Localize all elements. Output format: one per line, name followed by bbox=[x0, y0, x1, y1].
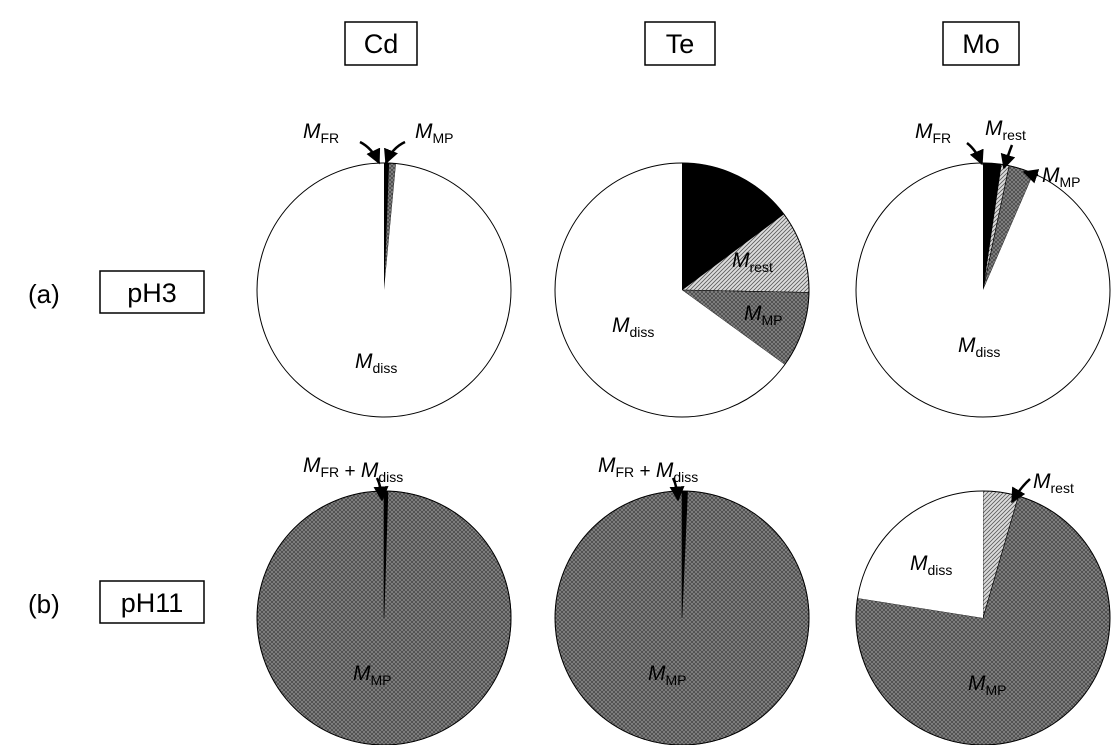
column-header-te: Te bbox=[644, 21, 716, 66]
column-label-cd: Cd bbox=[364, 29, 399, 59]
slice-label-m-mp: MMP bbox=[744, 302, 783, 328]
slice-label-m-mp: MMP bbox=[648, 662, 687, 688]
slice-label-m-rest: Mrest bbox=[732, 249, 773, 275]
svg-text:pH3: pH3 bbox=[127, 278, 177, 308]
annotation-arrows bbox=[359, 140, 1040, 504]
arrow-cd-ph3-mp bbox=[384, 140, 406, 165]
arrow-mo-ph11-rest bbox=[1010, 478, 1031, 504]
svg-text:pH11: pH11 bbox=[121, 588, 184, 618]
slice-label-m-diss: Mdiss bbox=[958, 334, 1000, 360]
slice-label-m-mp: MMP bbox=[1042, 164, 1081, 190]
pie-charts: MFR MMP Mdiss MFR Mrest MMP Mdiss MFR Mrest MMP Md… bbox=[256, 117, 1111, 745]
slice-label-m-rest: Mrest bbox=[985, 117, 1026, 143]
row-tag-a: (a) bbox=[28, 279, 60, 309]
slice-m-diss bbox=[857, 491, 983, 618]
pie-te-ph11: MFR + Mdiss MMP bbox=[554, 454, 810, 745]
slice-label-m-diss: Mdiss bbox=[910, 552, 952, 578]
arrow-cd-ph11-fr bbox=[373, 477, 389, 502]
pie-mo-ph11: Mrest MMP Mdiss bbox=[855, 470, 1111, 745]
pie-cd-ph11: MFR + Mdiss MMP bbox=[256, 454, 512, 745]
arrow-cd-ph3-fr bbox=[359, 140, 381, 165]
row-label-ph3: pH3 bbox=[99, 270, 205, 314]
row-label-ph11: pH11 bbox=[99, 580, 205, 624]
column-header-mo: Mo bbox=[942, 21, 1020, 66]
slice-label-m-diss: Mdiss bbox=[355, 350, 397, 376]
slice-label-m-mp: MMP bbox=[415, 120, 454, 146]
arrow-mo-ph3-rest bbox=[1000, 144, 1016, 170]
pie-outline bbox=[554, 162, 810, 418]
slice-m-diss bbox=[257, 163, 512, 417]
slice-m-mp bbox=[554, 490, 810, 745]
pie-mo-ph3: MFR Mrest MMP Mdiss bbox=[855, 117, 1111, 418]
slice-m-mp bbox=[256, 490, 512, 745]
row-tag-b: (b) bbox=[28, 589, 60, 619]
slice-label-m-fr: MFR bbox=[688, 177, 724, 203]
pie-outline bbox=[855, 490, 1111, 745]
slice-label-m-mp: MMP bbox=[353, 662, 392, 688]
slice-label-m-fr-m-diss: MFR + Mdiss bbox=[598, 454, 698, 485]
slice-label-m-fr-m-diss: MFR + Mdiss bbox=[303, 454, 403, 485]
pie-te-ph3: MFR Mrest MMP Mdiss bbox=[554, 162, 810, 418]
slice-m-diss bbox=[855, 162, 1110, 417]
slice-label-m-diss: Mdiss bbox=[612, 314, 654, 340]
slice-label-m-fr: MFR bbox=[303, 120, 339, 146]
slice-m-diss bbox=[555, 163, 785, 417]
column-header-cd: Cd bbox=[344, 21, 418, 66]
pie-outline bbox=[256, 162, 512, 418]
slice-label-m-mp: MMP bbox=[968, 672, 1007, 698]
column-label-te: Te bbox=[666, 29, 695, 59]
arrow-mo-ph3-mp bbox=[1022, 169, 1040, 184]
arrow-te-ph11-fr bbox=[669, 477, 685, 502]
slice-label-m-rest: Mrest bbox=[1033, 470, 1074, 496]
pie-cd-ph3: MFR MMP Mdiss bbox=[256, 120, 512, 418]
column-label-mo: Mo bbox=[962, 29, 1000, 59]
arrow-mo-ph3-fr bbox=[966, 142, 984, 166]
slice-label-m-fr: MFR bbox=[915, 120, 951, 146]
